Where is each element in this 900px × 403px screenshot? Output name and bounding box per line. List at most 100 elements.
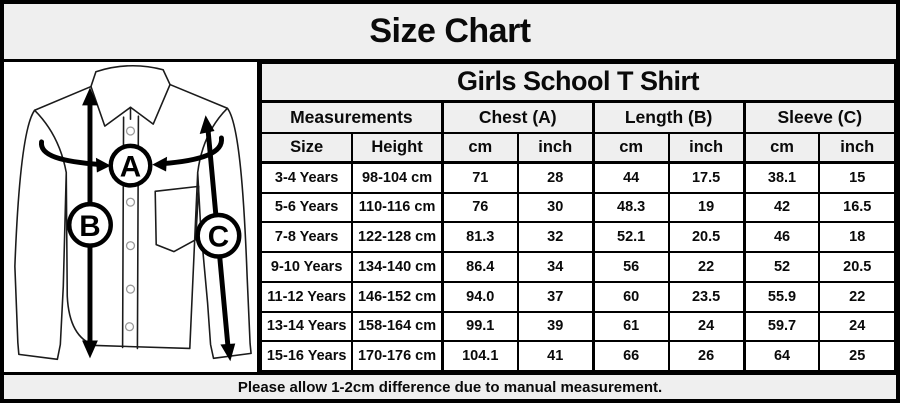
table-cell: 20.5 bbox=[818, 251, 896, 283]
shirt-collar bbox=[90, 64, 171, 127]
table-cell: 64 bbox=[742, 340, 821, 372]
measurement-badges: A B C bbox=[67, 143, 242, 259]
table-cell: 20.5 bbox=[667, 221, 746, 254]
measurement-note: Please allow 1-2cm difference due to man… bbox=[4, 372, 896, 399]
length-arrowhead-bottom bbox=[82, 340, 98, 359]
table-row: 3-4 Years 98-104 cm 71 28 44 17.5 38.1 15 bbox=[259, 161, 896, 194]
shirt-diagram: A B C bbox=[14, 64, 252, 362]
table-cell: 30 bbox=[516, 191, 595, 224]
shirt-illustration: A B C bbox=[4, 62, 260, 372]
table-cell: 7-8 Years bbox=[259, 221, 354, 254]
col-header-chest-inch: inch bbox=[516, 132, 595, 164]
table-row: 11-12 Years 146-152 cm 94.0 37 60 23.5 55.9 22 bbox=[259, 280, 896, 313]
table-cell: 134-140 cm bbox=[351, 251, 444, 283]
length-badge-circle bbox=[67, 201, 113, 248]
table-cell: 99.1 bbox=[440, 310, 519, 343]
table-row: 9-10 Years 134-140 cm 86.4 34 56 22 52 20.5 bbox=[259, 251, 896, 283]
table-cell: 16.5 bbox=[818, 191, 896, 224]
table-cell: 37 bbox=[516, 280, 595, 313]
table-cell: 71 bbox=[440, 161, 519, 194]
table-cell: 5-6 Years bbox=[259, 191, 354, 224]
table-cell: 26 bbox=[667, 340, 746, 372]
table-cell: 60 bbox=[591, 280, 670, 313]
table-cell: 66 bbox=[591, 340, 670, 372]
table-cell: 59.7 bbox=[742, 310, 821, 343]
table-cell: 55.9 bbox=[742, 280, 821, 313]
table-cell: 15 bbox=[818, 161, 896, 194]
table-cell: 22 bbox=[818, 280, 896, 313]
col-header-size: Size bbox=[259, 132, 354, 164]
length-arrowhead-top bbox=[82, 87, 98, 106]
table-cell: 17.5 bbox=[667, 161, 746, 194]
table-cell: 81.3 bbox=[440, 221, 519, 254]
chest-badge-label: A bbox=[120, 150, 141, 183]
table-row: 7-8 Years 122-128 cm 81.3 32 52.1 20.5 46 18 bbox=[259, 221, 896, 254]
group-header-row: Measurements Chest (A) Length (B) Sleeve… bbox=[259, 100, 896, 134]
page-title: Size Chart bbox=[4, 4, 896, 62]
table-cell: 158-164 cm bbox=[351, 310, 444, 343]
group-header-length: Length (B) bbox=[591, 100, 746, 134]
table-cell: 48.3 bbox=[591, 191, 670, 224]
table-cell: 98-104 cm bbox=[351, 161, 444, 194]
table-cell: 46 bbox=[742, 221, 821, 254]
table-cell: 52.1 bbox=[591, 221, 670, 254]
table-cell: 3-4 Years bbox=[259, 161, 354, 194]
table-cell: 39 bbox=[516, 310, 595, 343]
col-header-length-inch: inch bbox=[667, 132, 746, 164]
chest-pocket bbox=[154, 185, 200, 253]
shirt-body-outline bbox=[14, 83, 252, 361]
col-header-chest-cm: cm bbox=[440, 132, 519, 164]
shirt-buttons bbox=[124, 126, 136, 332]
length-badge-label: B bbox=[79, 210, 100, 243]
col-header-sleeve-cm: cm bbox=[742, 132, 821, 164]
content-area: A B C Girls School T Shirt bbox=[4, 62, 896, 372]
chest-arrow-right bbox=[159, 135, 224, 167]
table-cell: 34 bbox=[516, 251, 595, 283]
table-cell: 22 bbox=[667, 251, 746, 283]
table-cell: 44 bbox=[591, 161, 670, 194]
table-cell: 18 bbox=[818, 221, 896, 254]
table-cell: 86.4 bbox=[440, 251, 519, 283]
size-table: Girls School T Shirt Measurements Chest … bbox=[259, 62, 896, 372]
sub-header-row: Size Height cm inch cm inch cm inch bbox=[259, 132, 896, 164]
table-cell: 24 bbox=[818, 310, 896, 343]
table-cell: 15-16 Years bbox=[259, 340, 354, 372]
table-cell: 104.1 bbox=[440, 340, 519, 372]
table-row: 13-14 Years 158-164 cm 99.1 39 61 24 59.7 24 bbox=[259, 310, 896, 343]
table-title-row: Girls School T Shirt bbox=[260, 62, 896, 103]
table-cell: 61 bbox=[591, 310, 670, 343]
table-cell: 42 bbox=[742, 191, 821, 224]
chest-badge-circle bbox=[108, 143, 153, 188]
table-cell: 52 bbox=[742, 251, 821, 283]
sleeve-badge-label: C bbox=[208, 221, 229, 254]
sleeve-arrowhead-top bbox=[199, 115, 215, 134]
table-cell: 11-12 Years bbox=[259, 280, 354, 313]
chest-arrowhead-left bbox=[95, 157, 111, 173]
table-cell: 19 bbox=[667, 191, 746, 224]
size-table-panel: Girls School T Shirt Measurements Chest … bbox=[259, 62, 896, 372]
sleeve-arrowhead-bottom bbox=[220, 343, 236, 362]
table-cell: 110-116 cm bbox=[351, 191, 444, 224]
table-cell: 24 bbox=[667, 310, 746, 343]
table-cell: 122-128 cm bbox=[351, 221, 444, 254]
table-cell: 94.0 bbox=[440, 280, 519, 313]
table-cell: 146-152 cm bbox=[351, 280, 444, 313]
armhole-seam-left bbox=[33, 109, 68, 174]
chest-arrowhead-right bbox=[152, 156, 168, 172]
col-header-length-cm: cm bbox=[591, 132, 670, 164]
group-header-chest: Chest (A) bbox=[440, 100, 595, 134]
table-cell: 76 bbox=[440, 191, 519, 224]
table-cell: 41 bbox=[516, 340, 595, 372]
table-row: 5-6 Years 110-116 cm 76 30 48.3 19 42 16.5 bbox=[259, 191, 896, 224]
table-title: Girls School T Shirt bbox=[260, 62, 896, 103]
table-cell: 25 bbox=[818, 340, 896, 372]
table-cell: 28 bbox=[516, 161, 595, 194]
group-header-sleeve: Sleeve (C) bbox=[742, 100, 896, 134]
group-header-measurements: Measurements bbox=[259, 100, 444, 134]
table-cell: 170-176 cm bbox=[351, 340, 444, 372]
size-table-body: 3-4 Years 98-104 cm 71 28 44 17.5 38.1 15 5-6 Ye… bbox=[259, 161, 896, 372]
table-cell: 32 bbox=[516, 221, 595, 254]
table-cell: 38.1 bbox=[742, 161, 821, 194]
table-row: 15-16 Years 170-176 cm 104.1 41 66 26 64 25 bbox=[259, 340, 896, 372]
